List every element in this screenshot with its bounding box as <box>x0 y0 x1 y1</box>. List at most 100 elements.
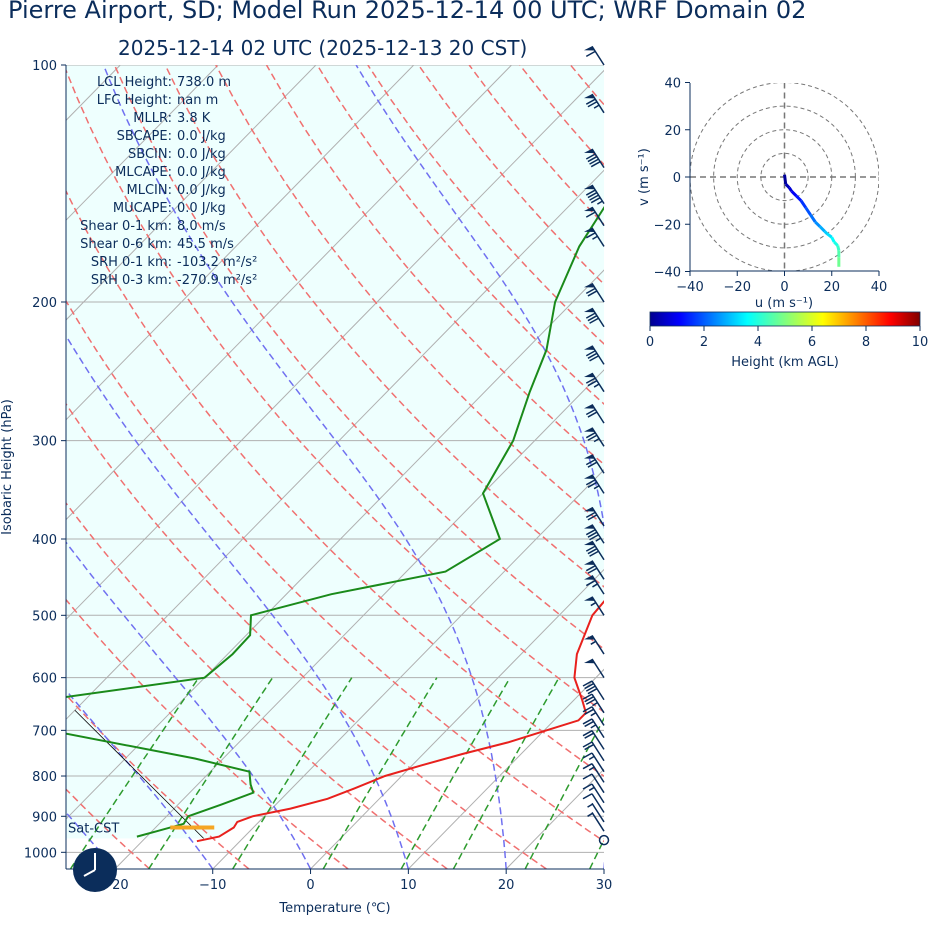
barb-flag <box>585 50 596 58</box>
barb-flag <box>582 718 593 725</box>
param-label: SRH 0-1 km: <box>91 255 172 270</box>
y-tick-label: 700 <box>32 724 57 739</box>
barb-pennant <box>584 184 595 190</box>
wind-barb <box>584 540 605 561</box>
isotherm-line <box>702 65 928 869</box>
param-label: LFC Height: <box>97 93 172 108</box>
wind-barb <box>582 706 605 726</box>
wind-barb <box>598 834 610 846</box>
isotherm-line <box>114 369 604 869</box>
barb-flag <box>585 479 596 486</box>
mixing-ratio-line <box>524 716 604 869</box>
param-value: 0.0 J/kg <box>177 147 226 162</box>
colorbar-tick-label: 4 <box>754 335 762 350</box>
barb-flag <box>587 290 598 297</box>
barb-staff <box>591 793 605 813</box>
dry-adiabat <box>621 65 928 869</box>
hodograph-y-tick-label: 40 <box>664 77 681 92</box>
wind-barb <box>582 773 605 794</box>
barb-half-flag <box>592 701 598 707</box>
barb-flag <box>585 408 596 416</box>
param-label: Shear 0-6 km: <box>80 237 172 252</box>
hodograph-segment <box>814 220 821 228</box>
barb-flag <box>587 411 598 418</box>
wind-barb <box>584 454 605 474</box>
barb-flag <box>590 197 601 204</box>
wind-barb <box>584 634 605 655</box>
barb-flag <box>585 579 596 587</box>
barb-staff <box>591 680 605 701</box>
calm-wind-circle <box>598 834 610 846</box>
wind-barb <box>584 506 605 527</box>
param-label: MLCAPE: <box>115 165 172 180</box>
barb-flag <box>587 434 598 441</box>
barb-pennant <box>584 541 595 546</box>
barb-staff <box>591 812 605 832</box>
wind-barb <box>582 730 605 750</box>
wind-barb <box>582 783 605 804</box>
barb-flag <box>587 352 598 359</box>
barb-flag <box>589 534 599 541</box>
wind-barb <box>582 763 605 783</box>
barb-pennant <box>584 454 595 459</box>
barb-flag <box>585 350 596 357</box>
colorbar-tick-label: 10 <box>912 335 928 350</box>
wind-barb <box>584 307 605 328</box>
wind-barb <box>584 596 605 616</box>
barb-flag <box>582 741 593 748</box>
barb-flag <box>585 545 596 552</box>
isotherm-line <box>66 65 512 521</box>
barb-half-flag <box>592 583 598 588</box>
hodograph-x-tick-label: 40 <box>871 280 888 295</box>
moist-adiabat <box>66 540 312 869</box>
hodograph-x-label: u (m s⁻¹) <box>755 296 813 311</box>
param-label: MLLR: <box>133 111 172 126</box>
x-axis-label: Temperature (℃) <box>278 901 390 916</box>
param-label: SRH 0-3 km: <box>91 273 172 288</box>
barb-staff <box>591 560 605 580</box>
colorbar: 0 2 4 6 8 10 Height (km AGL) <box>646 311 928 370</box>
param-value: 0.0 J/kg <box>177 165 226 180</box>
hodograph-segment <box>795 194 803 202</box>
x-tick-label: 20 <box>498 878 515 893</box>
parcel-line <box>74 709 204 839</box>
hodograph-x-tick-label: −20 <box>724 280 751 295</box>
barb-staff <box>591 802 605 823</box>
barb-pennant <box>584 227 595 232</box>
wind-barb <box>584 148 605 169</box>
hodograph-segment <box>823 230 829 235</box>
y-axis-label: Isobaric Height (hPa) <box>0 399 15 535</box>
barb-staff <box>591 575 605 595</box>
barb-flag <box>587 315 598 322</box>
mixing-ratio-line <box>452 677 560 869</box>
barb-half-flag <box>593 383 600 388</box>
barb-flag <box>589 317 599 324</box>
barb-flag <box>589 550 599 557</box>
barb-half-flag <box>588 766 595 771</box>
barb-flag <box>587 514 598 521</box>
wind-barb <box>584 404 605 424</box>
wind-barb <box>587 812 605 832</box>
hodograph-y-label: v (m s⁻¹) <box>637 148 652 206</box>
clock-icon <box>73 848 117 892</box>
barb-flag <box>589 194 599 201</box>
dry-adiabat <box>66 788 151 869</box>
barb-half-flag <box>587 803 593 808</box>
dry-adiabat <box>723 65 928 869</box>
x-tick-label: 30 <box>596 878 613 893</box>
dry-adiabat <box>672 65 928 869</box>
barb-flag <box>585 211 596 218</box>
barb-half-flag <box>590 640 597 645</box>
dewpoint-profile <box>66 205 604 838</box>
isotherm-line <box>408 668 604 869</box>
wind-barb <box>584 206 605 227</box>
wind-barb <box>584 345 605 365</box>
isotherm-line <box>66 65 415 421</box>
barb-flag <box>585 511 596 518</box>
hodograph-y-tick-label: −40 <box>654 266 681 281</box>
hodograph-y-tick-label: 20 <box>664 124 681 139</box>
param-value: 8.0 m/s <box>177 219 226 234</box>
barb-flag <box>587 567 598 574</box>
barb-staff <box>591 540 605 561</box>
barb-flag <box>590 161 601 168</box>
